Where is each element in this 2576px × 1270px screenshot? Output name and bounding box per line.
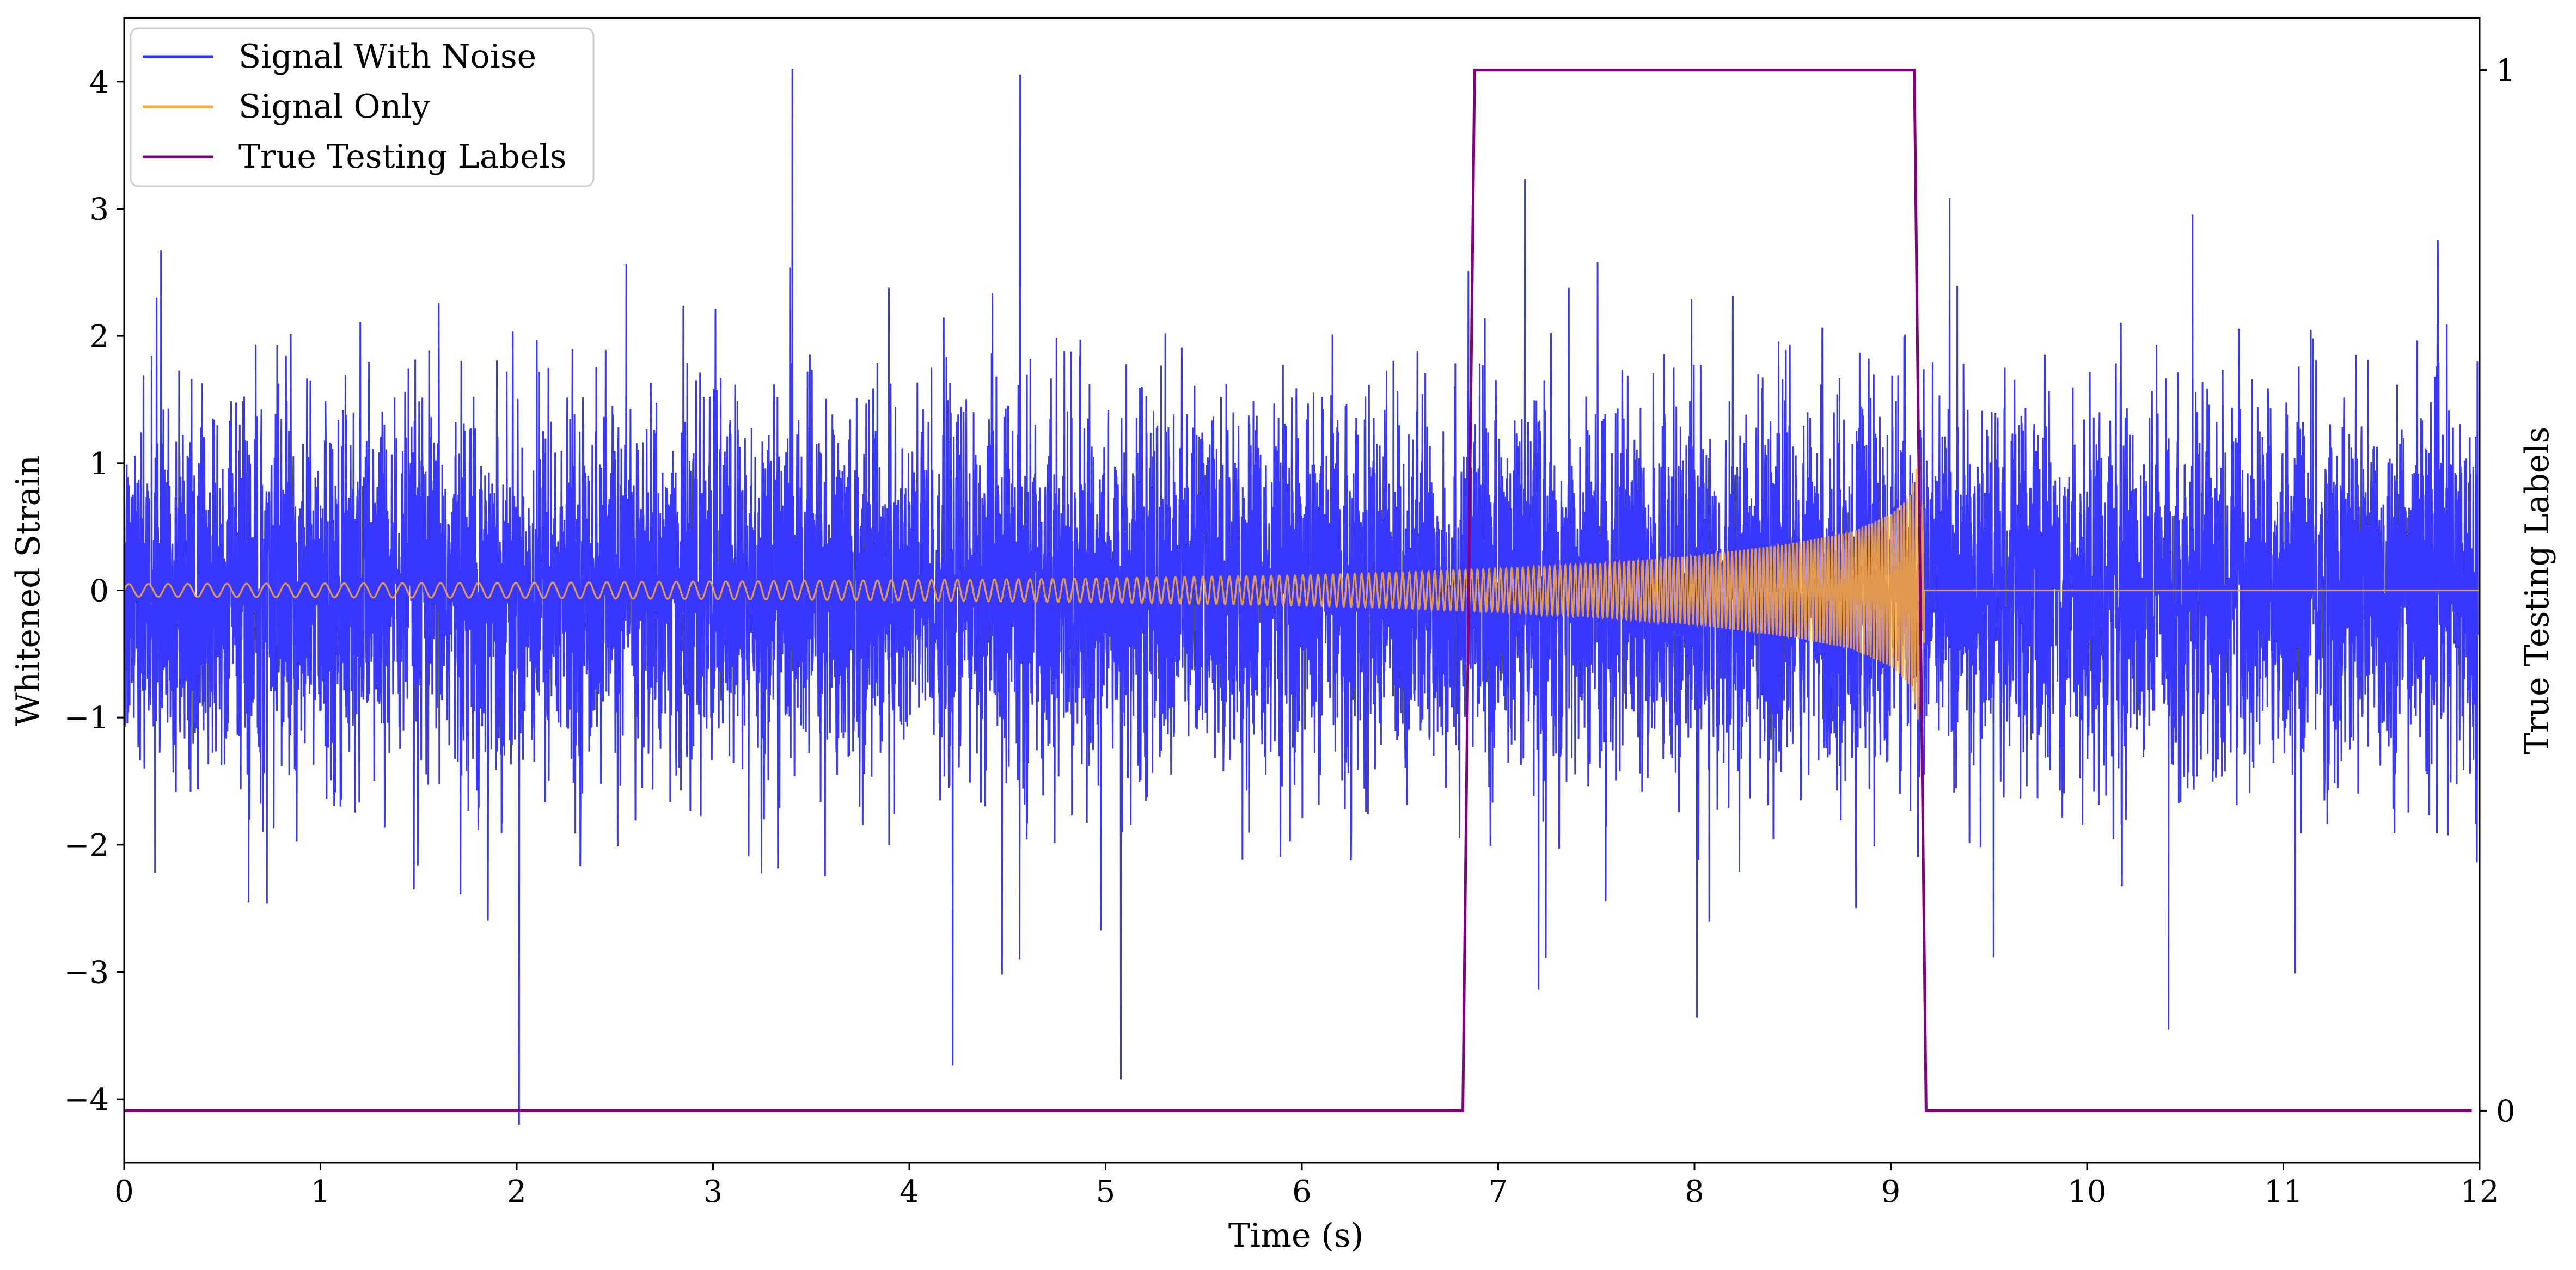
y2-tick-label: 1 [2496,53,2516,89]
series-true-testing-labels [124,69,2472,1112]
legend-label-signal-only: Signal Only [238,88,430,126]
y-tick-label: 1 [89,446,109,482]
y-tick-label: 3 [89,192,109,228]
x-tick-label: 8 [1685,1174,1704,1210]
x-tick-label: 0 [114,1174,134,1210]
legend-label-signal-with-noise: Signal With Noise [238,38,536,76]
x-axis-label: Time (s) [1228,1217,1363,1255]
legend-box [130,27,595,187]
x-tick-label: 6 [1292,1174,1312,1210]
legend-label-true-testing-labels: True Testing Labels [238,138,567,176]
legend: Signal With Noise Signal Only True Testi… [130,27,595,187]
y-axis-right: 01 [2480,53,2516,1129]
noise-line [124,69,2479,1125]
series-signal-with-noise [124,69,2479,1125]
y-tick-label: 0 [89,574,109,609]
x-axis: 0 1 2 3 4 5 6 7 8 9 10 11 12 [114,1163,2499,1210]
y-tick-label: −1 [64,701,109,736]
y-axis-label: Whitened Strain [9,455,47,726]
y-tick-label: −2 [64,828,109,863]
signal-only-line [124,455,2480,720]
x-tick-label: 1 [311,1174,331,1210]
x-tick-label: 5 [1096,1174,1116,1210]
y-tick-label: −4 [64,1082,109,1118]
label-line [124,69,2472,1112]
series-signal-only [124,455,2480,720]
y-axis-left: −4 −3 −2 −1 0 1 2 3 4 [64,65,124,1118]
x-tick-label: 4 [900,1174,919,1210]
y2-axis-label: True Testing Labels [2518,427,2556,755]
x-tick-label: 3 [703,1174,723,1210]
x-tick-label: 11 [2264,1174,2303,1210]
x-tick-label: 7 [1489,1174,1508,1210]
y-tick-label: 4 [89,65,109,100]
y-tick-label: −3 [64,955,109,991]
y-tick-label: 2 [89,319,109,354]
x-tick-label: 12 [2460,1174,2499,1210]
y2-tick-label: 0 [2496,1094,2516,1129]
x-tick-label: 10 [2067,1174,2106,1210]
x-tick-label: 9 [1881,1174,1901,1210]
x-tick-label: 2 [507,1174,527,1210]
